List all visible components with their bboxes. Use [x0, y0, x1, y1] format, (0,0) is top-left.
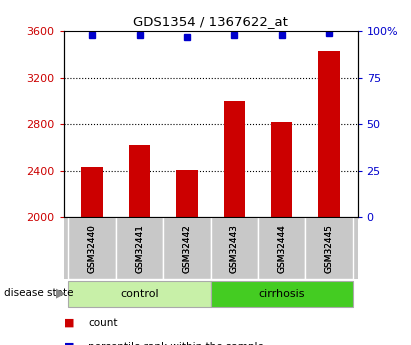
Text: GSM32440: GSM32440: [88, 224, 97, 273]
Text: GSM32440: GSM32440: [88, 224, 97, 273]
Text: GSM32445: GSM32445: [325, 224, 334, 273]
Bar: [305, 217, 353, 279]
Text: ■: ■: [64, 318, 74, 327]
Text: control: control: [120, 288, 159, 298]
Bar: [271, 122, 292, 217]
Bar: [176, 170, 198, 217]
Text: disease state: disease state: [4, 288, 74, 298]
Text: cirrhosis: cirrhosis: [259, 288, 305, 298]
Bar: [116, 217, 163, 279]
Text: GSM32444: GSM32444: [277, 224, 286, 273]
Bar: [129, 145, 150, 217]
Bar: [69, 217, 116, 279]
Bar: [258, 217, 305, 279]
Bar: [163, 217, 211, 279]
Text: GSM32441: GSM32441: [135, 224, 144, 273]
Bar: [319, 51, 340, 217]
Text: percentile rank within the sample: percentile rank within the sample: [88, 342, 264, 345]
Text: ■: ■: [64, 342, 74, 345]
Bar: [69, 281, 211, 307]
Bar: [211, 281, 353, 307]
Bar: [224, 101, 245, 217]
Text: GSM32442: GSM32442: [182, 224, 192, 273]
Text: GSM32441: GSM32441: [135, 224, 144, 273]
Text: GSM32443: GSM32443: [230, 224, 239, 273]
Text: GSM32444: GSM32444: [277, 224, 286, 273]
Bar: [211, 217, 258, 279]
Text: count: count: [88, 318, 118, 327]
Text: GSM32442: GSM32442: [182, 224, 192, 273]
Text: GSM32445: GSM32445: [325, 224, 334, 273]
Title: GDS1354 / 1367622_at: GDS1354 / 1367622_at: [133, 16, 288, 29]
Text: ▶: ▶: [56, 286, 66, 299]
Bar: [81, 167, 103, 217]
Text: GSM32443: GSM32443: [230, 224, 239, 273]
